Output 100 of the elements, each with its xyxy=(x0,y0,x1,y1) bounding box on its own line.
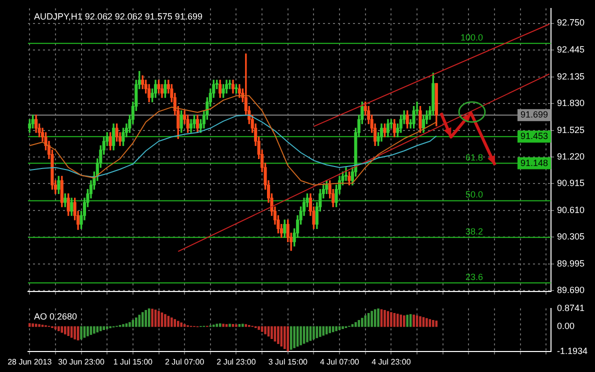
bar xyxy=(361,318,364,327)
bar xyxy=(325,326,328,334)
bar xyxy=(426,318,428,327)
bar xyxy=(138,314,141,327)
x-tick-label: 2 Jul 07:00 xyxy=(165,357,205,366)
x-tick-label: 3 Jul 15:00 xyxy=(268,357,308,366)
bar xyxy=(274,326,276,342)
bar xyxy=(158,310,160,327)
bar xyxy=(319,326,322,337)
bar xyxy=(260,326,264,332)
bar xyxy=(364,315,366,327)
y-tick-label: 91.830 xyxy=(557,98,585,108)
bar xyxy=(354,322,357,327)
bar xyxy=(435,320,438,327)
bar xyxy=(280,326,283,346)
annotation: 50.0 xyxy=(465,190,483,200)
annotation: 38.2 xyxy=(465,226,483,236)
bar xyxy=(74,326,76,340)
bar xyxy=(419,316,422,327)
x-tick-label: 1 Jul 15:00 xyxy=(113,357,154,366)
bar xyxy=(309,326,312,341)
bar xyxy=(386,311,390,327)
bar xyxy=(277,326,280,344)
bar xyxy=(183,324,186,327)
bar xyxy=(144,310,147,327)
ref-line-label: 91.699 xyxy=(520,110,548,120)
bar xyxy=(342,326,344,329)
bar xyxy=(293,326,296,348)
x-tick-label: 28 Jun 2013 xyxy=(8,357,52,366)
y-tick-label: 92.750 xyxy=(557,18,585,28)
y-tick-label: 92.135 xyxy=(557,72,585,82)
bar xyxy=(38,324,40,327)
bar xyxy=(244,324,248,327)
y-tick-label: 89.995 xyxy=(557,258,585,269)
bar xyxy=(312,326,315,340)
bar xyxy=(302,326,306,344)
bar xyxy=(412,314,415,327)
chart-title: AO 0.2680 xyxy=(34,311,78,322)
bar xyxy=(228,324,231,327)
y-tick-label: 90.915 xyxy=(557,178,585,188)
bar xyxy=(176,320,180,327)
bar xyxy=(122,324,124,327)
bar xyxy=(370,310,373,327)
bar xyxy=(290,326,292,350)
bar xyxy=(67,326,70,336)
bar xyxy=(54,326,57,330)
chart-title: AUDJPY,H1 92.062 92.062 91.575 91.699 xyxy=(34,11,202,22)
bar xyxy=(93,326,96,334)
bar xyxy=(377,308,380,327)
annotation: 100.0 xyxy=(460,32,483,42)
x-tick-label: 30 Jun 23:00 xyxy=(58,357,105,366)
bar xyxy=(151,308,154,327)
bar xyxy=(428,319,432,327)
bar xyxy=(267,326,270,336)
bar xyxy=(328,326,331,334)
bar xyxy=(270,326,273,339)
bar xyxy=(390,312,392,327)
bar xyxy=(216,324,218,327)
bar xyxy=(106,326,108,329)
bar xyxy=(332,326,334,332)
bar xyxy=(180,322,182,327)
bar xyxy=(100,326,102,332)
bar xyxy=(258,326,260,330)
bar xyxy=(174,319,176,327)
y-tick-label: 90.305 xyxy=(557,231,585,242)
bar xyxy=(170,318,173,327)
y-tick-label: 89.690 xyxy=(557,285,585,296)
bar xyxy=(432,320,434,327)
y-tick-label: 91.220 xyxy=(557,151,585,162)
bar xyxy=(242,324,244,327)
bar xyxy=(351,324,354,327)
bar xyxy=(135,318,138,327)
bar xyxy=(96,326,99,332)
bar xyxy=(316,326,318,338)
x-tick-label: 2 Jul 23:00 xyxy=(216,357,256,366)
bar xyxy=(358,320,360,327)
bar xyxy=(225,324,228,327)
y-tick-label: -1.1934 xyxy=(557,346,588,356)
bar xyxy=(284,326,286,349)
bar xyxy=(28,323,31,327)
bar xyxy=(306,326,308,342)
bar xyxy=(380,309,383,327)
y-tick-label: 91.525 xyxy=(557,124,585,135)
bar xyxy=(222,324,224,327)
bar xyxy=(264,326,266,334)
ref-line-label: 91.148 xyxy=(520,158,548,168)
ref-line-label: 91.453 xyxy=(520,131,548,142)
bar xyxy=(422,317,425,327)
y-tick-label: 0.8741 xyxy=(557,302,585,313)
bar xyxy=(235,324,238,327)
bar xyxy=(32,323,34,327)
bar xyxy=(128,322,131,327)
y-tick-label: 90.610 xyxy=(557,204,585,215)
bar xyxy=(406,314,408,327)
x-tick-label: 4 Jul 07:00 xyxy=(320,357,360,366)
bar xyxy=(164,314,166,327)
bar xyxy=(90,326,92,335)
bar xyxy=(132,320,134,327)
bar xyxy=(154,310,157,327)
bar xyxy=(76,326,80,340)
